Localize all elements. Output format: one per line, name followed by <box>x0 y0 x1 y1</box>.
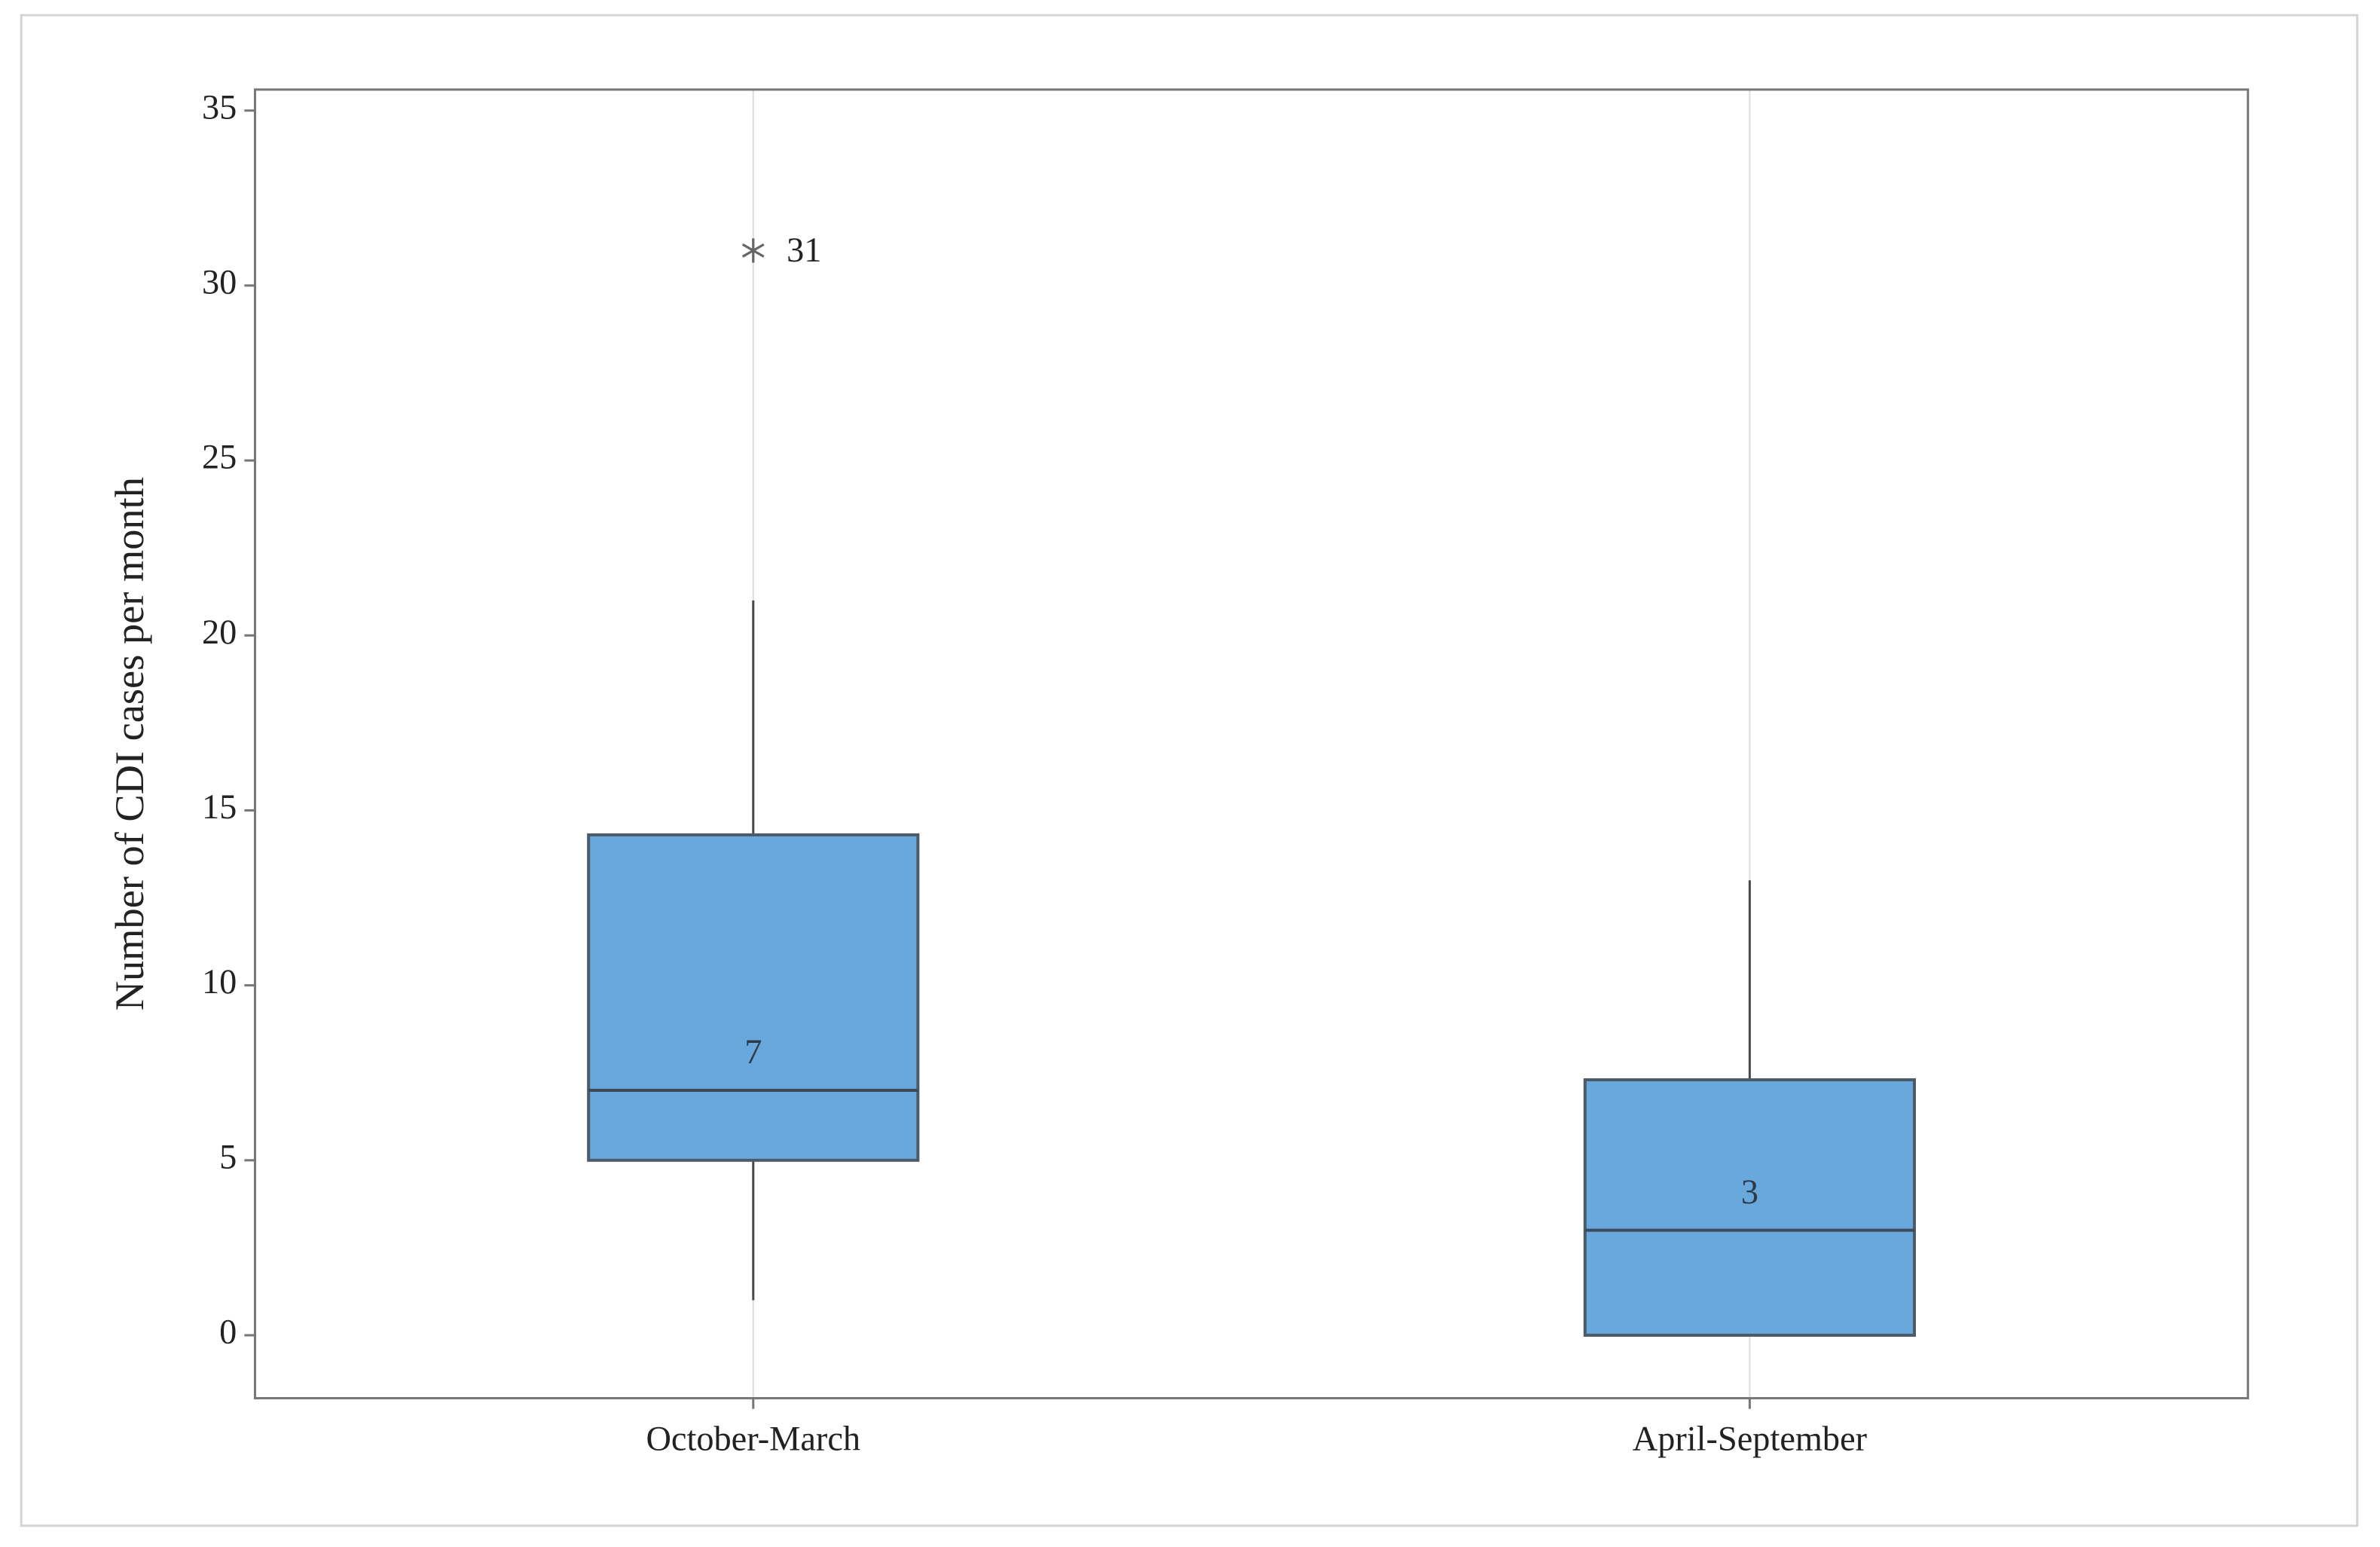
plot-area <box>253 88 2250 1400</box>
outlier-label: 31 <box>787 231 821 270</box>
outlier <box>741 238 765 263</box>
y-tick-label: 20 <box>202 613 237 652</box>
frame <box>20 14 2359 1527</box>
x-tick-label: April-September <box>1633 1420 1868 1459</box>
y-tick-label: 15 <box>202 788 237 827</box>
median-label: 3 <box>1741 1173 1758 1212</box>
y-tick-label: 5 <box>219 1138 237 1176</box>
x-tick-label: October-March <box>646 1420 860 1459</box>
y-tick-label: 35 <box>202 88 237 127</box>
y-axis-label: Number of CDI cases per month <box>107 477 152 1010</box>
y-tick-label: 0 <box>219 1313 237 1352</box>
y-tick-label: 30 <box>202 264 237 302</box>
box <box>1583 1078 1917 1337</box>
y-tick-label: 10 <box>202 963 237 1001</box>
box <box>587 833 920 1162</box>
y-tick-label: 25 <box>202 439 237 477</box>
median-label: 7 <box>744 1033 762 1072</box>
